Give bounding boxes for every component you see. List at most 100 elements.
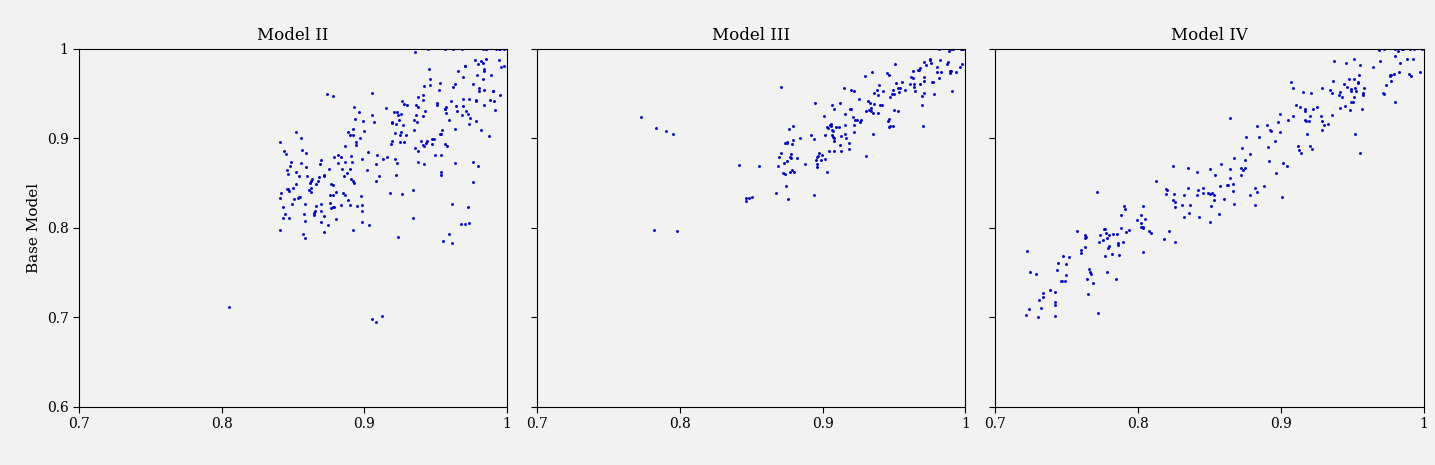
Point [1267,118,1290,126]
Point [893,86,916,94]
Point [1280,78,1303,86]
Point [343,116,366,123]
Point [342,126,364,133]
Point [425,100,448,107]
Point [489,63,512,71]
Point [489,45,512,53]
Point [307,173,330,181]
Point [1271,159,1294,166]
Point [839,106,862,113]
Point [1302,105,1325,112]
Point [1178,201,1201,209]
Point [1154,190,1177,198]
Point [1048,259,1071,267]
Point [441,239,464,247]
Point [1082,279,1105,287]
Point [907,66,930,73]
Point [375,154,397,161]
Point [298,188,321,196]
Point [1029,304,1052,312]
Point [1281,84,1304,92]
Point [883,106,905,114]
Point [1368,46,1391,53]
Point [861,68,884,76]
Point [918,56,941,64]
Point [1027,297,1050,304]
Point [838,140,861,147]
Point [1233,156,1256,164]
Point [1105,275,1128,283]
Point [1256,121,1279,128]
Point [1203,191,1225,199]
Point [1050,277,1073,285]
Point [1263,137,1286,145]
Point [382,109,405,116]
Point [389,131,412,139]
Point [1257,144,1280,151]
Point [1129,219,1152,226]
Point [278,158,301,166]
Point [1162,191,1185,198]
Point [1320,112,1343,119]
Point [949,63,971,71]
Point [838,145,861,153]
Point [937,47,960,55]
Point [492,62,515,69]
Point [1350,105,1373,112]
Point [350,219,373,226]
Point [1336,83,1359,91]
Point [930,68,953,76]
Point [1372,89,1395,97]
Point [898,80,921,88]
Point [1223,200,1246,207]
Point [433,106,456,113]
Point [1030,293,1053,301]
Point [1362,63,1385,70]
Point [311,229,334,236]
Point [430,126,453,133]
Point [857,97,880,104]
Point [1096,234,1119,241]
Point [385,120,408,127]
Point [1293,105,1316,113]
Point [271,214,294,221]
Point [1286,142,1309,150]
Point [304,207,327,215]
Point [1043,298,1066,306]
Point [296,173,319,180]
Point [884,80,907,87]
Point [339,132,362,139]
Point [465,98,488,105]
Point [475,45,498,53]
Point [1383,99,1406,106]
Point [415,140,438,147]
Point [1329,104,1352,112]
Point [320,180,343,187]
Point [1096,244,1119,252]
Point [878,93,901,101]
Point [781,140,804,148]
Point [1046,266,1069,273]
Point [1093,226,1116,233]
Point [419,76,442,83]
Point [321,182,344,189]
Point [921,79,944,86]
Point [1171,201,1194,209]
Point [806,160,829,167]
Point [1164,239,1187,246]
Point [1231,166,1254,173]
Point [923,91,946,98]
Point [423,152,446,159]
Point [1342,75,1365,82]
Point [339,201,362,209]
Point [802,135,825,142]
Point [429,168,452,175]
Point [356,167,379,174]
Point [870,101,893,109]
Point [828,99,851,106]
Point [412,112,435,120]
Point [300,175,323,183]
Point [486,45,509,53]
Point [1017,305,1040,312]
Title: Model IV: Model IV [1171,27,1248,45]
